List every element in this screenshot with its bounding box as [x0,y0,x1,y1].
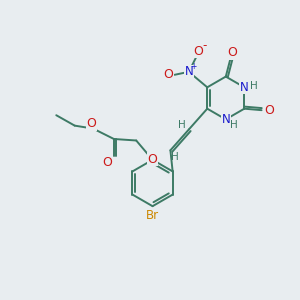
Text: H: H [178,120,185,130]
Text: N: N [184,65,193,78]
Text: O: O [193,44,203,58]
Text: -: - [202,39,207,52]
Text: +: + [190,62,196,71]
Text: O: O [163,68,173,81]
Text: N: N [221,113,230,126]
Text: O: O [264,104,274,117]
Text: O: O [148,153,158,166]
Text: Br: Br [146,209,159,222]
Text: H: H [230,120,238,130]
Text: N: N [240,81,249,94]
Text: O: O [227,46,237,59]
Text: O: O [87,117,97,130]
Text: H: H [250,81,258,91]
Text: O: O [103,156,112,169]
Text: H: H [171,152,179,162]
